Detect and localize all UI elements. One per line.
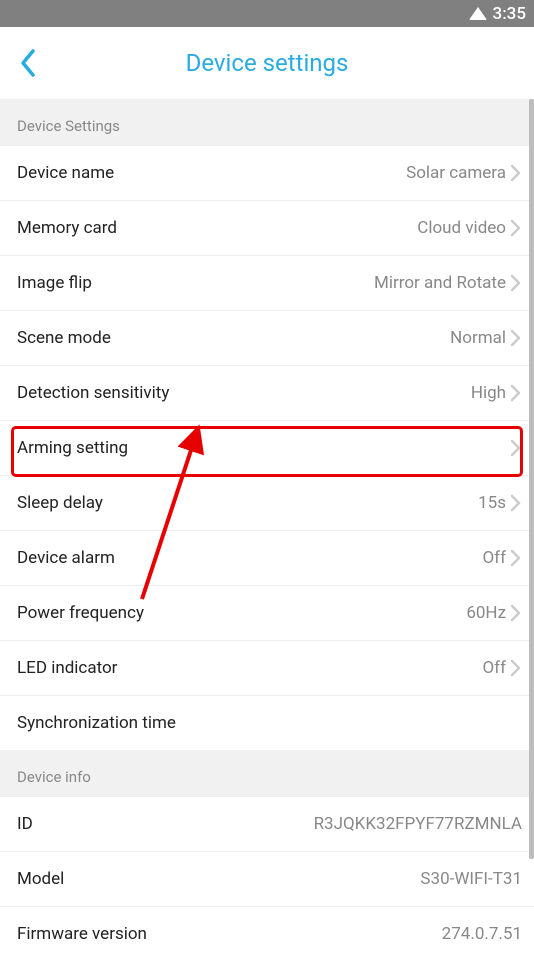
row-model: Model S30-WIFI-T31 xyxy=(0,851,534,906)
row-value: 274.0.7.51 xyxy=(442,924,522,944)
chevron-right-icon xyxy=(508,548,522,568)
chevron-right-icon xyxy=(508,603,522,623)
row-label: Firmware version xyxy=(17,924,147,944)
row-value: Off xyxy=(482,548,506,568)
row-label: Scene mode xyxy=(17,328,111,348)
row-led-indicator[interactable]: LED indicator Off xyxy=(0,640,534,695)
status-time: 3:35 xyxy=(493,4,526,24)
row-label: Sleep delay xyxy=(17,493,103,513)
row-arming-setting[interactable]: Arming setting xyxy=(0,420,534,475)
row-label: Device alarm xyxy=(17,548,115,568)
chevron-right-icon xyxy=(508,383,522,403)
scrollbar-thumb[interactable] xyxy=(529,99,534,859)
row-sleep-delay[interactable]: Sleep delay 15s xyxy=(0,475,534,530)
chevron-right-icon xyxy=(508,218,522,238)
row-scene-mode[interactable]: Scene mode Normal xyxy=(0,310,534,365)
page-title: Device settings xyxy=(186,49,349,77)
row-value: Solar camera xyxy=(406,163,506,183)
row-label: Memory card xyxy=(17,218,117,238)
row-label: Arming setting xyxy=(17,438,128,458)
row-power-frequency[interactable]: Power frequency 60Hz xyxy=(0,585,534,640)
wifi-icon xyxy=(469,7,487,20)
row-label: Power frequency xyxy=(17,603,144,623)
row-label: Image flip xyxy=(17,273,92,293)
row-value: Normal xyxy=(450,328,506,348)
row-device-name[interactable]: Device name Solar camera xyxy=(0,145,534,200)
row-label: Model xyxy=(17,869,64,889)
row-value: R3JQKK32FPYF77RZMNLA xyxy=(314,814,522,834)
chevron-right-icon xyxy=(508,493,522,513)
row-label: Synchronization time xyxy=(17,713,176,733)
row-label: ID xyxy=(17,814,33,834)
row-value: S30-WIFI-T31 xyxy=(420,869,522,889)
row-label: LED indicator xyxy=(17,658,117,678)
chevron-right-icon xyxy=(508,658,522,678)
row-value: 60Hz xyxy=(466,603,506,623)
chevron-right-icon xyxy=(508,438,522,458)
chevron-right-icon xyxy=(508,163,522,183)
row-value: High xyxy=(471,383,506,403)
chevron-left-icon xyxy=(18,47,38,79)
row-value: Off xyxy=(482,658,506,678)
chevron-right-icon xyxy=(508,328,522,348)
row-label: Device name xyxy=(17,163,114,183)
row-detection-sensitivity[interactable]: Detection sensitivity High xyxy=(0,365,534,420)
title-bar: Device settings xyxy=(0,27,534,99)
row-value: 15s xyxy=(478,493,506,513)
row-synchronization-time[interactable]: Synchronization time xyxy=(0,695,534,750)
chevron-right-icon xyxy=(508,273,522,293)
row-label: Detection sensitivity xyxy=(17,383,169,403)
row-value: Mirror and Rotate xyxy=(374,273,506,293)
row-value: Cloud video xyxy=(417,218,506,238)
back-button[interactable] xyxy=(18,47,38,79)
status-bar: 3:35 xyxy=(0,0,534,27)
row-device-alarm[interactable]: Device alarm Off xyxy=(0,530,534,585)
row-id: ID R3JQKK32FPYF77RZMNLA xyxy=(0,796,534,851)
section-header-info: Device info xyxy=(0,750,534,796)
row-image-flip[interactable]: Image flip Mirror and Rotate xyxy=(0,255,534,310)
section-header-settings: Device Settings xyxy=(0,99,534,145)
row-memory-card[interactable]: Memory card Cloud video xyxy=(0,200,534,255)
row-firmware-version: Firmware version 274.0.7.51 xyxy=(0,906,534,961)
